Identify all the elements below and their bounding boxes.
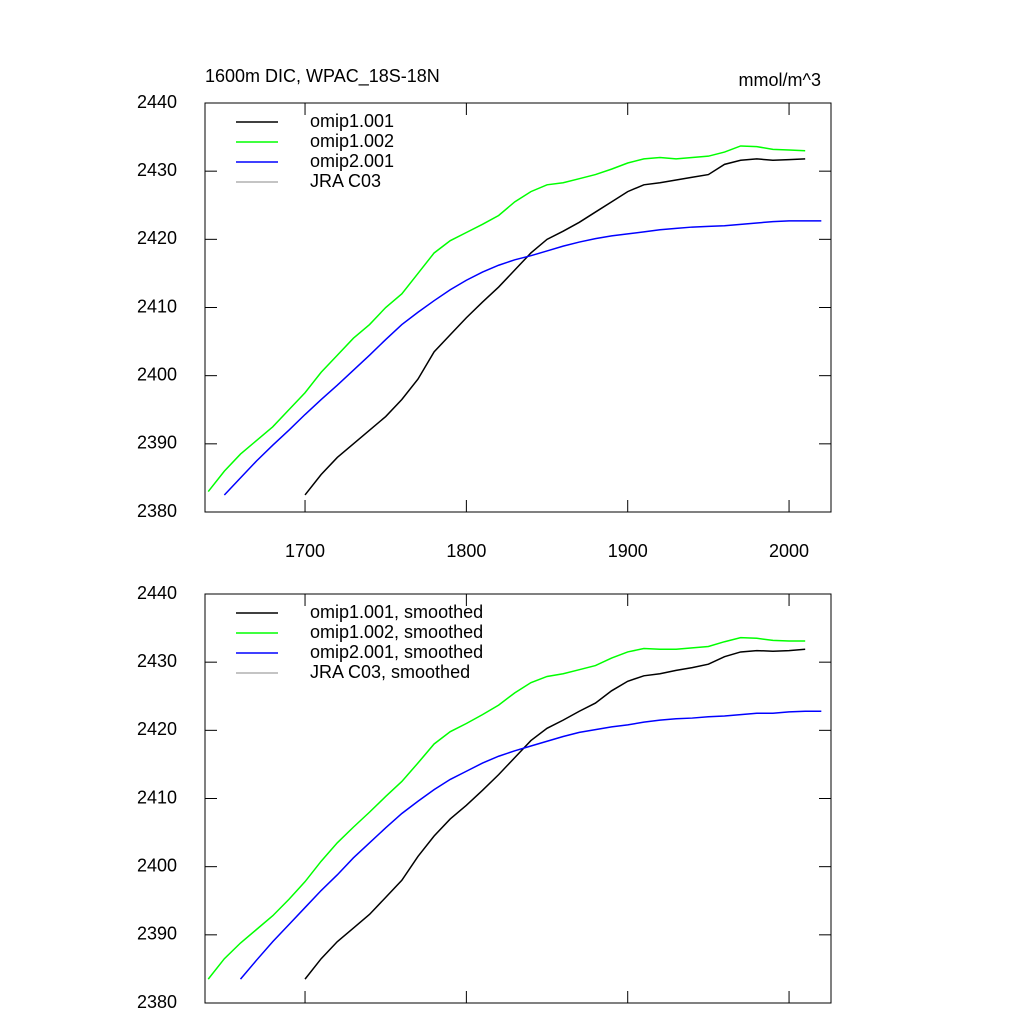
y-tick-label: 2430 — [137, 160, 177, 180]
y-tick-label: 2380 — [137, 992, 177, 1012]
plot-frame — [204, 102, 832, 513]
y-tick-label: 2440 — [137, 583, 177, 603]
legend-label: omip1.002 — [310, 131, 394, 151]
series-line — [304, 158, 806, 496]
legend-label: omip1.001 — [310, 111, 394, 131]
y-tick-label: 2410 — [137, 787, 177, 807]
series-line — [304, 648, 806, 980]
series-line — [223, 220, 822, 496]
x-tick-label: 1800 — [446, 541, 486, 561]
y-tick-label: 2420 — [137, 228, 177, 248]
legend-label: omip2.001, smoothed — [310, 642, 483, 662]
y-tick-label: 2390 — [137, 433, 177, 453]
y-tick-label: 2390 — [137, 924, 177, 944]
y-tick-label: 2400 — [137, 855, 177, 875]
legend-label: omip2.001 — [310, 151, 394, 171]
legend-label: omip1.001, smoothed — [310, 602, 483, 622]
plot-frame — [204, 593, 832, 1004]
y-tick-label: 2410 — [137, 296, 177, 316]
y-tick-label: 2430 — [137, 651, 177, 671]
series-line — [239, 710, 822, 980]
units-label: mmol/m^3 — [739, 70, 821, 90]
legend-label: JRA C03 — [310, 171, 381, 191]
chart-title: 1600m DIC, WPAC_18S-18N — [205, 66, 440, 87]
y-tick-label: 2380 — [137, 501, 177, 521]
x-tick-label: 1700 — [285, 541, 325, 561]
x-tick-label: 1900 — [608, 541, 648, 561]
legend-label: omip1.002, smoothed — [310, 622, 483, 642]
series-line — [207, 145, 806, 493]
legend-label: JRA C03, smoothed — [310, 662, 470, 682]
series-line — [207, 636, 806, 980]
y-tick-label: 2440 — [137, 92, 177, 112]
x-tick-label: 2000 — [769, 541, 809, 561]
y-tick-label: 2420 — [137, 719, 177, 739]
y-tick-label: 2400 — [137, 364, 177, 384]
